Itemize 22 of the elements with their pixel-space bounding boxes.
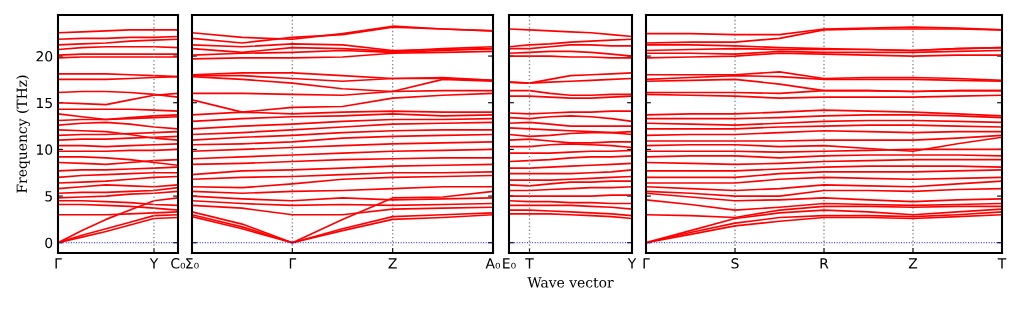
x-tick-label: R bbox=[820, 258, 829, 269]
x-tick-label: Z bbox=[908, 258, 918, 269]
y-tick-label: 0 bbox=[45, 237, 53, 249]
x-tick-label: Γ bbox=[55, 258, 62, 269]
y-tick-label: 15 bbox=[36, 97, 52, 109]
x-tick-label: T bbox=[997, 258, 1007, 269]
y-tick-label: 20 bbox=[36, 51, 53, 62]
y-tick-label: 10 bbox=[36, 144, 53, 155]
x-tick-label: T bbox=[525, 258, 534, 269]
y-tick-label: 5 bbox=[45, 191, 52, 202]
x-tick-label: Y bbox=[149, 258, 159, 269]
x-axis-title: Wave vector bbox=[527, 277, 614, 288]
x-tick-label: C₀ bbox=[171, 258, 186, 269]
x-tick-label: Σ₀ bbox=[186, 258, 199, 269]
y-axis-title: Frequency (THz) bbox=[16, 75, 30, 193]
x-tick-label: S bbox=[731, 258, 739, 269]
x-tick-label: A₀ bbox=[485, 258, 501, 269]
x-tick-label: E₀ bbox=[503, 258, 516, 269]
x-tick-label: Γ bbox=[643, 258, 650, 269]
x-tick-label: Y bbox=[627, 258, 637, 269]
x-tick-label: Γ bbox=[289, 258, 297, 269]
x-tick-label: Z bbox=[388, 258, 397, 269]
